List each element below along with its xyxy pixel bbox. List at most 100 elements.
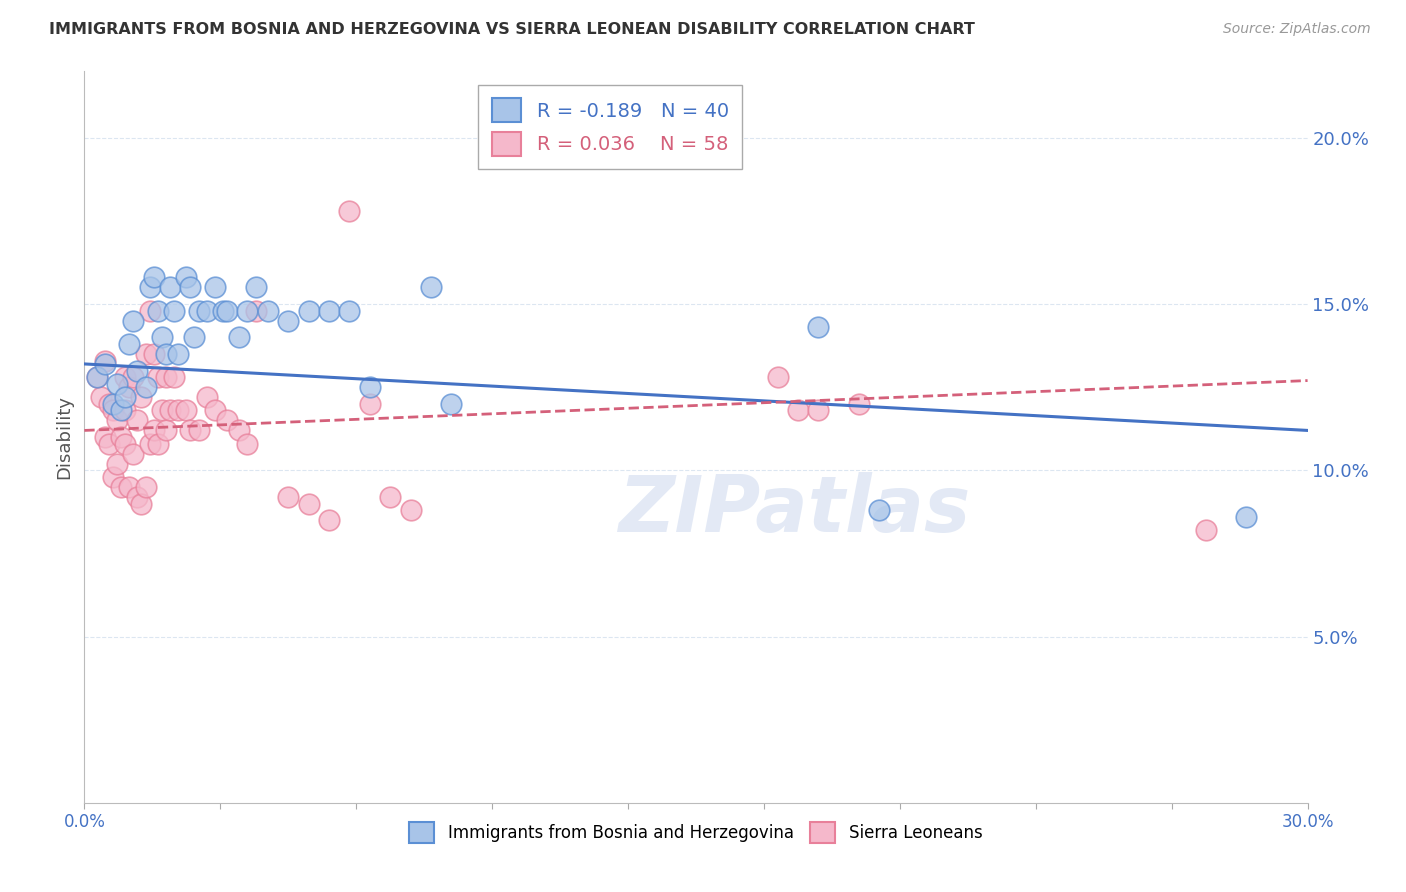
Point	[118, 337, 141, 351]
Point	[142, 347, 165, 361]
Point	[93, 353, 115, 368]
Point	[187, 424, 209, 438]
Point	[359, 380, 381, 394]
Point	[212, 303, 235, 318]
Point	[118, 480, 141, 494]
Text: ZIPatlas: ZIPatlas	[617, 472, 970, 549]
Point	[339, 303, 361, 318]
Point	[146, 303, 169, 318]
Point	[146, 370, 169, 384]
Point	[277, 490, 299, 504]
Point	[179, 280, 201, 294]
Point	[236, 303, 259, 318]
Point	[318, 303, 340, 318]
Point	[399, 503, 422, 517]
Y-axis label: Disability: Disability	[55, 395, 73, 479]
Point	[167, 403, 190, 417]
Point	[298, 303, 321, 318]
Point	[318, 513, 340, 527]
Point	[101, 403, 124, 417]
Point	[298, 497, 321, 511]
Point	[138, 436, 160, 450]
Point	[93, 357, 115, 371]
Point	[110, 403, 132, 417]
Point	[86, 370, 108, 384]
Point	[114, 390, 136, 404]
Point	[155, 347, 177, 361]
Point	[122, 370, 145, 384]
Point	[159, 280, 181, 294]
Point	[204, 280, 226, 294]
Legend: Immigrants from Bosnia and Herzegovina, Sierra Leoneans: Immigrants from Bosnia and Herzegovina, …	[402, 815, 990, 849]
Text: Source: ZipAtlas.com: Source: ZipAtlas.com	[1223, 22, 1371, 37]
Point	[869, 503, 891, 517]
Point	[101, 470, 124, 484]
Point	[245, 280, 267, 294]
Point	[339, 204, 361, 219]
Point	[114, 436, 136, 450]
Point	[86, 370, 108, 384]
Point	[807, 403, 830, 417]
Point	[135, 480, 157, 494]
Point	[142, 424, 165, 438]
Point	[217, 413, 239, 427]
Point	[146, 436, 169, 450]
Point	[380, 490, 402, 504]
Point	[159, 403, 181, 417]
Point	[150, 403, 173, 417]
Point	[105, 457, 128, 471]
Point	[245, 303, 267, 318]
Point	[142, 270, 165, 285]
Point	[236, 436, 259, 450]
Point	[97, 436, 120, 450]
Point	[114, 403, 136, 417]
Point	[807, 320, 830, 334]
Point	[277, 314, 299, 328]
Point	[122, 314, 145, 328]
Point	[183, 330, 205, 344]
Point	[195, 303, 218, 318]
Point	[228, 424, 250, 438]
Point	[155, 370, 177, 384]
Point	[766, 370, 789, 384]
Point	[101, 397, 124, 411]
Point	[155, 424, 177, 438]
Point	[138, 303, 160, 318]
Point	[105, 413, 128, 427]
Point	[217, 303, 239, 318]
Point	[257, 303, 280, 318]
Point	[127, 490, 149, 504]
Point	[187, 303, 209, 318]
Point	[1236, 509, 1258, 524]
Point	[135, 347, 157, 361]
Point	[110, 430, 132, 444]
Point	[105, 376, 128, 391]
Point	[127, 413, 149, 427]
Point	[110, 480, 132, 494]
Point	[118, 380, 141, 394]
Point	[167, 347, 190, 361]
Point	[163, 370, 186, 384]
Point	[150, 330, 173, 344]
Point	[163, 303, 186, 318]
Point	[127, 363, 149, 377]
Point	[359, 397, 381, 411]
Point	[195, 390, 218, 404]
Point	[848, 397, 870, 411]
Point	[420, 280, 443, 294]
Point	[174, 403, 197, 417]
Point	[114, 370, 136, 384]
Point	[174, 270, 197, 285]
Point	[1195, 523, 1218, 537]
Point	[204, 403, 226, 417]
Point	[228, 330, 250, 344]
Point	[97, 397, 120, 411]
Text: IMMIGRANTS FROM BOSNIA AND HERZEGOVINA VS SIERRA LEONEAN DISABILITY CORRELATION : IMMIGRANTS FROM BOSNIA AND HERZEGOVINA V…	[49, 22, 976, 37]
Point	[440, 397, 463, 411]
Point	[787, 403, 810, 417]
Point	[138, 280, 160, 294]
Point	[122, 447, 145, 461]
Point	[90, 390, 112, 404]
Point	[179, 424, 201, 438]
Point	[93, 430, 115, 444]
